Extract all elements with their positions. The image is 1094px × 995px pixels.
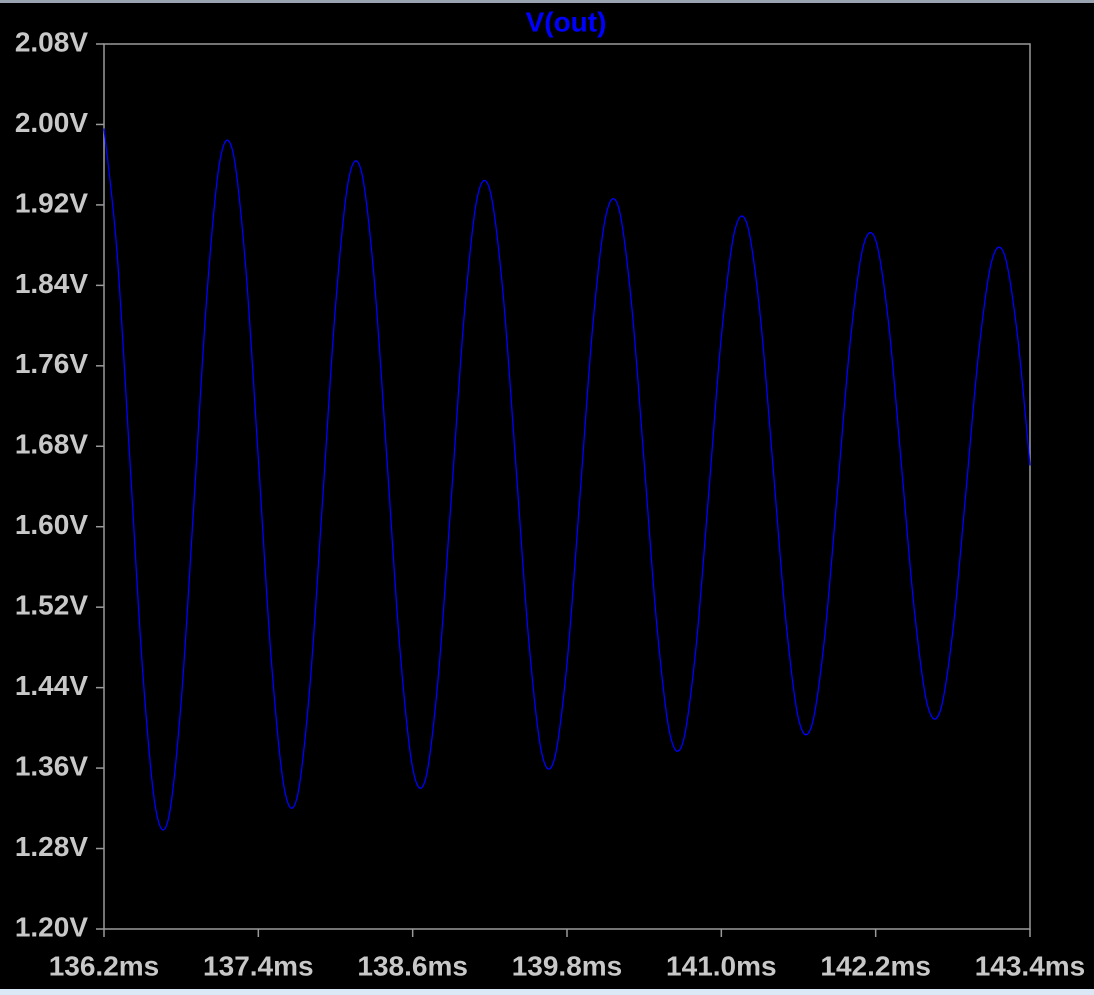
y-tick-label: 2.00V [15,107,88,138]
chart-title: V(out) [526,6,607,37]
x-tick-label: 136.2ms [49,950,160,981]
x-tick-label: 138.6ms [357,950,468,981]
y-tick-label: 1.68V [15,429,88,460]
y-tick-label: 1.52V [15,590,88,621]
window-border [0,0,1094,3]
y-tick-label: 1.44V [15,670,88,701]
y-tick-label: 1.20V [15,911,88,942]
window-border [0,989,1094,995]
y-tick-label: 1.76V [15,348,88,379]
x-tick-label: 141.0ms [666,950,777,981]
x-tick-label: 143.4ms [975,950,1086,981]
y-tick-label: 2.08V [15,26,88,57]
y-tick-label: 1.36V [15,750,88,781]
y-tick-label: 1.92V [15,187,88,218]
y-tick-label: 1.84V [15,268,88,299]
x-tick-label: 142.2ms [820,950,931,981]
y-tick-label: 1.28V [15,831,88,862]
x-tick-label: 137.4ms [203,950,314,981]
x-tick-label: 139.8ms [512,950,623,981]
trace [103,128,1031,831]
y-tick-label: 1.60V [15,509,88,540]
